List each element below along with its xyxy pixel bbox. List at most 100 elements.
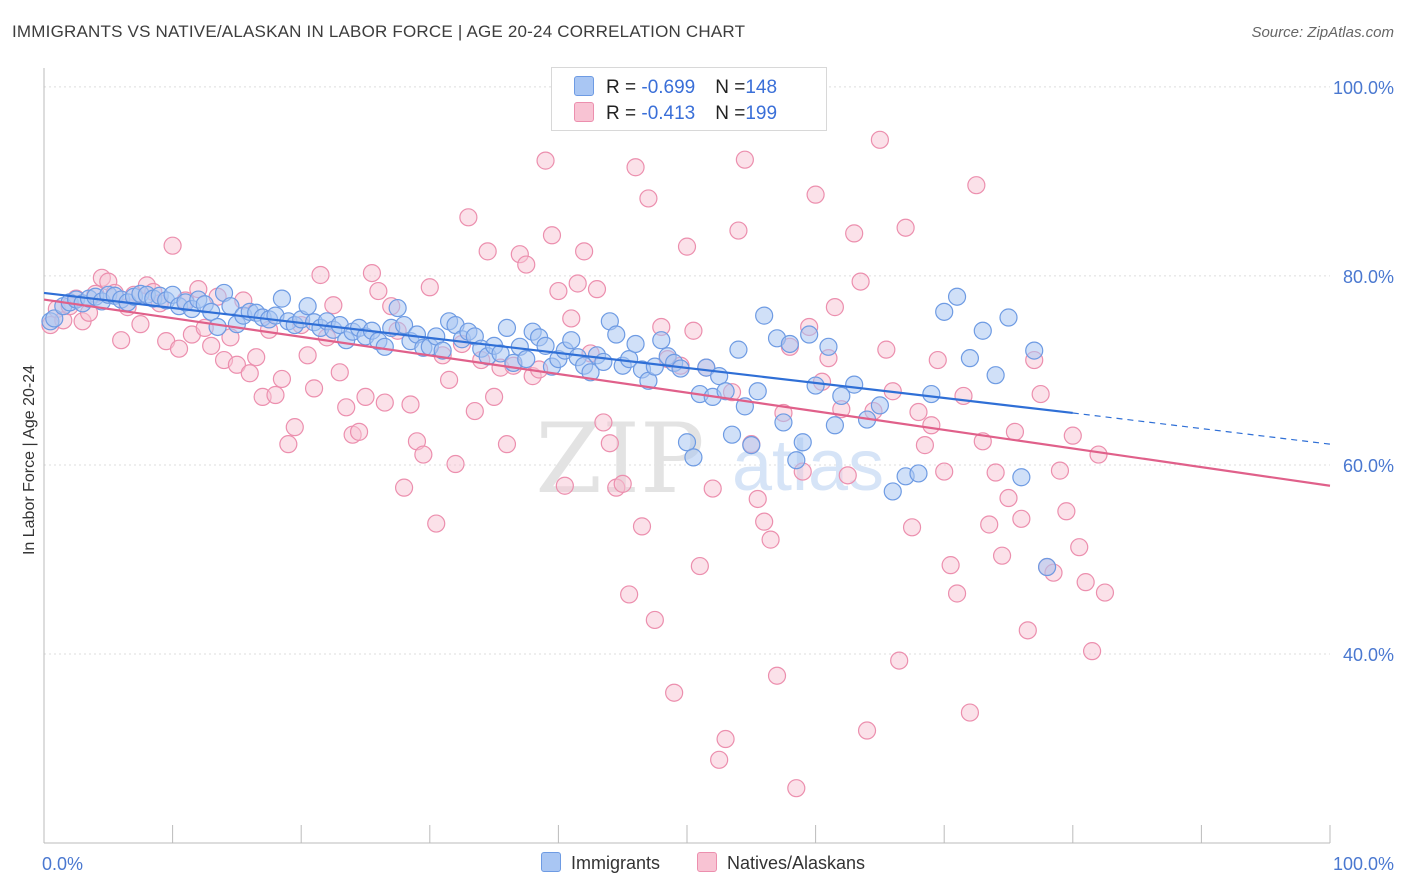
x-tick-label-min: 0.0% [42, 854, 83, 874]
immigrants-point [652, 331, 671, 350]
natives-point [632, 517, 652, 536]
natives-point [1063, 426, 1082, 445]
natives-point [517, 255, 536, 274]
n-value: 199 [745, 103, 778, 124]
natives-point [767, 666, 787, 685]
natives-point [677, 237, 697, 256]
natives-point [549, 281, 568, 301]
natives-swatch [574, 102, 594, 122]
immigrants-point [716, 382, 735, 401]
y-tick-label: 100.0% [1333, 78, 1394, 98]
natives-point [716, 729, 735, 749]
natives-point [375, 393, 394, 412]
immigrants-point [562, 331, 581, 350]
natives-point [202, 336, 221, 355]
trend-lines [43, 291, 1331, 487]
natives-point [356, 387, 375, 407]
natives-point [877, 340, 896, 359]
natives-point [896, 218, 915, 237]
natives-point [369, 281, 388, 301]
natives-point [594, 413, 613, 432]
natives-point [980, 515, 999, 534]
r-label: R = [606, 103, 642, 124]
natives-point [735, 150, 754, 169]
natives-point [922, 416, 941, 435]
immigrants-point [517, 349, 536, 369]
natives-point [960, 703, 980, 722]
legend-item-immigrants[interactable]: Immigrants [540, 852, 660, 874]
natives-point [729, 221, 748, 240]
immigrants-swatch [540, 852, 561, 872]
natives-point [349, 422, 369, 441]
y-tick-label: 40.0% [1343, 645, 1394, 665]
r-value: -0.699 [641, 77, 696, 98]
tick-labels: 40.0% 60.0% 80.0% 100.0% 0.0% 100.0% [42, 78, 1394, 874]
stats-legend: R = -0.699 N = 148 R = -0.413 N = 199 [551, 67, 827, 131]
natives-point [710, 750, 729, 769]
immigrants-trend-line [43, 291, 1073, 415]
immigrants-point [986, 366, 1005, 385]
immigrants-point [375, 337, 394, 356]
immigrants-point [947, 287, 967, 306]
immigrants-point [645, 357, 664, 376]
natives-point [1057, 502, 1076, 521]
natives-point [639, 189, 658, 208]
immigrants-point [1037, 557, 1057, 577]
immigrants-point [626, 334, 645, 354]
natives-point [163, 236, 182, 255]
natives-point [298, 346, 317, 365]
natives-point [131, 315, 150, 334]
natives-point [227, 355, 246, 374]
natives-point [272, 369, 292, 389]
natives-point [536, 151, 555, 170]
natives-point [845, 224, 864, 243]
natives-point [935, 462, 954, 481]
natives-point [555, 476, 574, 495]
natives-point [1031, 384, 1050, 404]
series-legend: Immigrants Natives/Alaskans [0, 852, 1406, 874]
immigrants-point [793, 433, 812, 452]
axes [43, 68, 1331, 844]
immigrants-point [697, 358, 716, 377]
immigrants-point [800, 325, 819, 344]
immigrants-point [999, 308, 1018, 327]
natives-point [838, 466, 857, 485]
n-label: N = [715, 103, 746, 124]
watermark-zip: ZIP [535, 403, 704, 515]
natives-point [909, 402, 928, 422]
natives-point [806, 185, 825, 204]
immigrants-point [774, 413, 793, 432]
natives-point [420, 278, 439, 297]
immigrants-point [722, 425, 742, 444]
immigrants-point [825, 416, 844, 435]
natives-point [992, 546, 1012, 565]
immigrants-point [742, 436, 761, 455]
natives-point [690, 556, 709, 576]
natives-point [568, 274, 587, 293]
y-tick-label: 80.0% [1343, 267, 1394, 287]
natives-point [620, 585, 639, 604]
natives-point [1012, 509, 1031, 528]
immigrants-point [935, 302, 954, 321]
immigrants-point [748, 382, 767, 401]
immigrants-point [819, 337, 838, 356]
x-tick-label-max: 100.0% [1333, 854, 1394, 874]
legend-item-natives[interactable]: Natives/Alaskans [696, 852, 865, 874]
natives-point [446, 454, 465, 474]
natives-trend-line [43, 298, 1331, 487]
natives-point [1082, 642, 1102, 661]
natives-point [600, 434, 619, 453]
immigrants-point [806, 376, 825, 395]
natives-point [279, 435, 298, 454]
natives-point [645, 610, 664, 630]
natives-point [755, 512, 774, 531]
natives-point [851, 272, 870, 291]
immigrants-trend-extension [1072, 412, 1331, 445]
natives-point [459, 208, 478, 227]
natives-point [266, 385, 285, 405]
immigrants-point [909, 464, 928, 483]
natives-point [890, 651, 909, 670]
natives-point [703, 479, 722, 498]
immigrants-point [433, 341, 452, 360]
natives-point [902, 518, 922, 537]
